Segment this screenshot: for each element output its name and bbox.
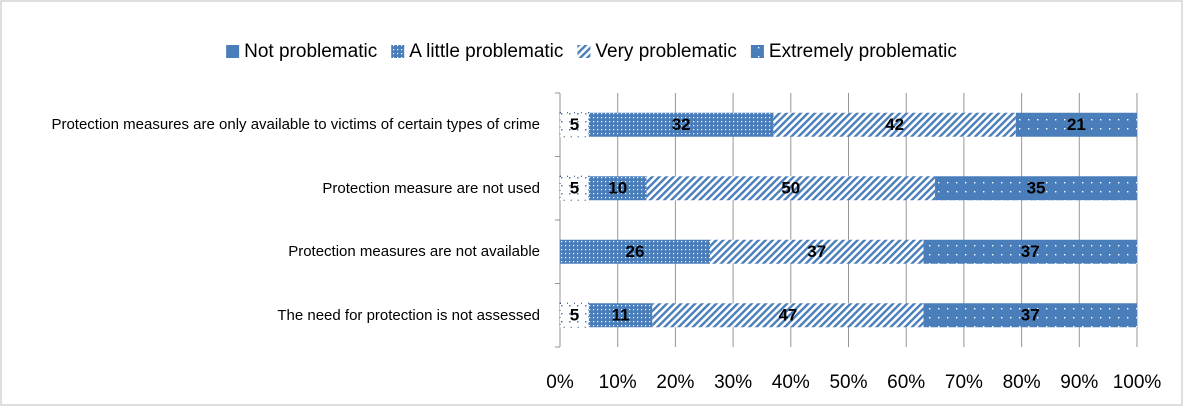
x-tick-label: 30%	[714, 372, 752, 393]
data-label: 5	[570, 115, 579, 134]
y-tick-label: Protection measure are not used	[322, 179, 540, 197]
data-label: 37	[807, 242, 826, 261]
y-tick-label: The need for protection is not assessed	[277, 306, 540, 324]
bar-segment	[773, 112, 1016, 137]
data-label: 47	[778, 306, 797, 325]
data-label: 21	[1067, 115, 1086, 134]
bar-segment	[652, 303, 924, 328]
x-tick-label: 80%	[1003, 372, 1041, 393]
legend-label: Very problematic	[595, 41, 737, 62]
bar-segment	[559, 112, 590, 138]
bar-segment	[710, 239, 924, 264]
data-label: 37	[1021, 306, 1040, 325]
legend-swatch	[226, 45, 240, 58]
data-label: 10	[608, 179, 627, 198]
x-tick-label: 60%	[887, 372, 925, 393]
bar-segment	[935, 176, 1137, 201]
legend-label: Extremely problematic	[769, 41, 957, 62]
data-label: 11	[612, 306, 630, 325]
bar-segment	[1015, 112, 1137, 137]
data-label: 42	[885, 115, 904, 134]
data-label: 5	[570, 306, 579, 325]
data-label: 35	[1027, 179, 1046, 198]
x-tick-label: 20%	[656, 372, 694, 393]
x-tick-label: 40%	[772, 372, 810, 393]
y-tick-label: Protection measures are not available	[288, 243, 540, 261]
data-label: 26	[626, 242, 645, 261]
data-label: 32	[672, 115, 691, 134]
y-tick-label: Protection measures are only available t…	[51, 116, 540, 134]
bar-segment	[559, 175, 590, 201]
data-label: 50	[781, 179, 800, 198]
legend-label: Not problematic	[244, 41, 377, 62]
legend-swatch	[391, 45, 405, 58]
x-tick-label: 90%	[1060, 372, 1098, 393]
bar-segment	[588, 176, 647, 201]
x-tick-label: 70%	[945, 372, 983, 393]
data-label: 37	[1021, 242, 1040, 261]
bar-segment	[559, 302, 590, 328]
x-tick-label: 100%	[1113, 372, 1162, 393]
legend-swatch	[750, 45, 764, 58]
bar-segment	[923, 303, 1137, 328]
bar-segment	[560, 239, 711, 264]
bar-segment	[646, 176, 936, 201]
x-tick-label: 0%	[546, 372, 574, 393]
bar-segment	[588, 112, 774, 137]
x-tick-label: 10%	[599, 372, 637, 393]
bar-segment	[588, 303, 653, 328]
data-label: 5	[570, 179, 579, 198]
legend-label: A little problematic	[409, 41, 563, 62]
legend-swatch	[577, 45, 591, 58]
bar-segment	[923, 239, 1137, 264]
x-tick-label: 50%	[829, 372, 867, 393]
